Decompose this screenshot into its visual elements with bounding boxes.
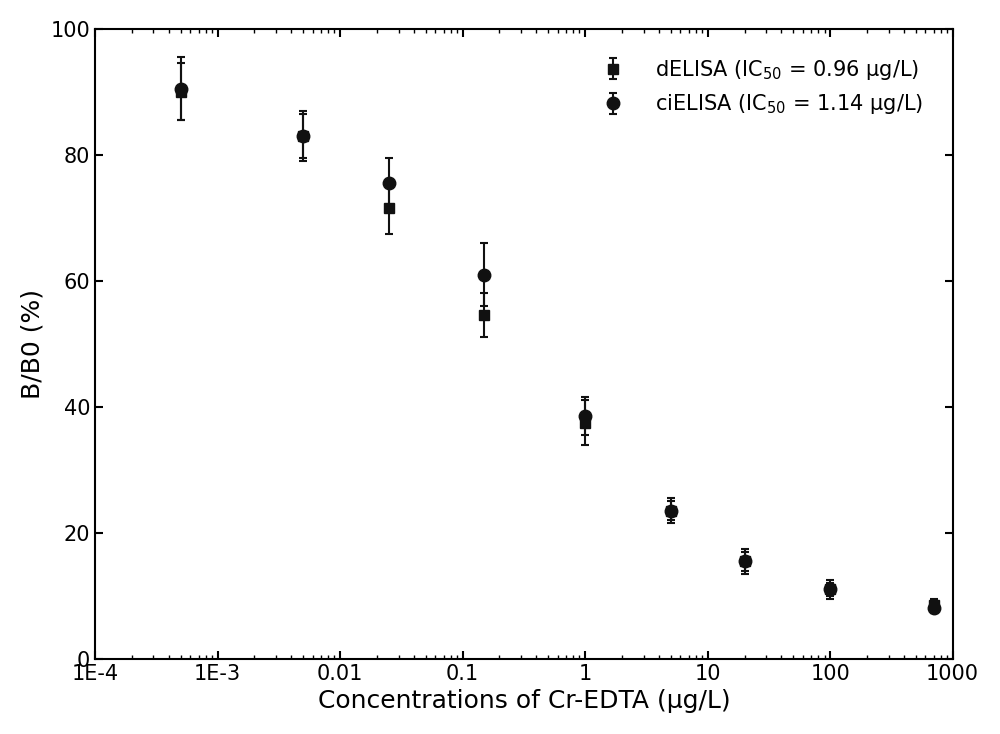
Y-axis label: B/B0 (%): B/B0 (%) <box>21 288 45 399</box>
Legend: dELISA (IC$_{50}$ = 0.96 μg/L), ciELISA (IC$_{50}$ = 1.14 μg/L): dELISA (IC$_{50}$ = 0.96 μg/L), ciELISA … <box>578 50 932 125</box>
X-axis label: Concentrations of Cr-EDTA (μg/L): Concentrations of Cr-EDTA (μg/L) <box>318 689 730 713</box>
